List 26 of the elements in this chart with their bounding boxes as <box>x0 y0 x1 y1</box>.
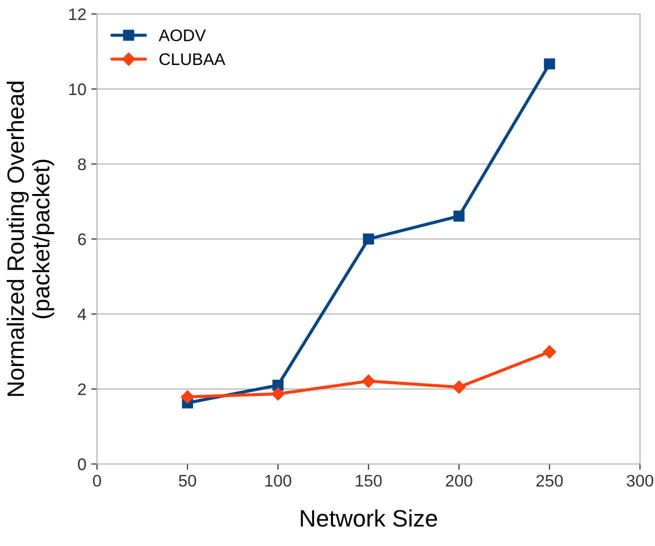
point <box>271 387 285 400</box>
y-tick-label: 12 <box>69 8 86 20</box>
y-tick-label: 0 <box>78 458 86 470</box>
point <box>544 58 556 70</box>
y-axis-title: Normalized Routing Overhead (packet/packet) <box>6 82 54 396</box>
point <box>362 233 374 245</box>
x-tick-label: 100 <box>265 474 292 487</box>
point <box>180 390 194 404</box>
x-tick-label: 200 <box>446 474 472 487</box>
point <box>542 345 556 358</box>
y-tick-label: 4 <box>78 308 86 320</box>
y-tick-label: 10 <box>69 83 86 96</box>
x-tick-label: 250 <box>536 474 563 487</box>
x-tick-label: 0 <box>93 474 101 487</box>
point <box>452 380 466 394</box>
x-tick-label: 150 <box>356 474 382 487</box>
point <box>362 374 376 388</box>
x-tick-label: 50 <box>178 474 196 487</box>
point <box>453 210 465 222</box>
y-tick-label: 2 <box>78 383 86 396</box>
y-tick-label: 8 <box>78 158 86 170</box>
legend-label: AODV <box>158 29 206 42</box>
legend-label: CLUBAA <box>160 53 226 66</box>
x-axis-title: Network Size <box>300 509 437 527</box>
y-tick-label: 6 <box>78 233 86 246</box>
x-tick-label: 300 <box>626 474 654 487</box>
